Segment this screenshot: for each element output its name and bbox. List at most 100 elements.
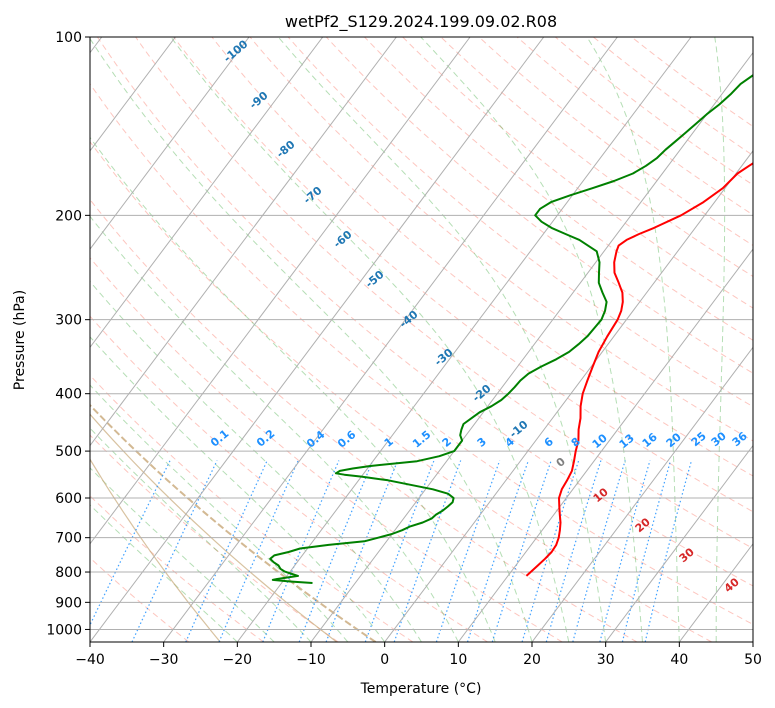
y-tick-label: 1000 <box>46 622 82 638</box>
dry-adiabat <box>90 315 488 642</box>
moist-adiabat <box>90 336 386 642</box>
dry-adiabat <box>90 257 563 642</box>
isotherm-line <box>531 346 753 642</box>
mixing-ratio-line <box>435 460 501 642</box>
y-tick-label: 400 <box>55 387 82 403</box>
moist-adiabat <box>90 215 459 642</box>
isotherm-line <box>90 37 250 250</box>
reference-arc <box>90 403 377 642</box>
plot-frame <box>89 36 754 643</box>
mixing-ratio-label: 16 <box>640 430 660 450</box>
profiles <box>269 74 753 584</box>
mixing-ratio-label: 36 <box>730 429 750 449</box>
moist-adiabat <box>586 37 680 642</box>
dewpoint-line <box>269 74 753 584</box>
mixing-ratio-line <box>325 460 399 642</box>
moist-adiabat <box>420 37 643 642</box>
mixing-ratio-label: 2 <box>440 435 454 450</box>
dry-adiabat <box>90 141 712 642</box>
dry-adiabat <box>90 83 753 625</box>
isotherm-line <box>90 37 176 152</box>
mixing-ratio-line <box>218 460 299 642</box>
dry-adiabat <box>478 37 753 247</box>
isotherm-label: -30 <box>432 346 456 369</box>
mixing-ratio-label: 10 <box>590 431 610 451</box>
moist-adiabat <box>714 37 726 642</box>
x-tick-label: −20 <box>223 652 253 668</box>
dry-adiabat <box>364 37 753 341</box>
dry-adiabat <box>173 37 753 513</box>
mixing-ratio-label: 0.1 <box>208 427 231 449</box>
dry-adiabat <box>554 37 753 186</box>
moist-adiabat-label: 20 <box>633 515 653 535</box>
y-tick-label: 500 <box>55 444 82 460</box>
isotherm-line <box>90 37 471 545</box>
chart-title: wetPf2_S129.2024.199.09.02.R08 <box>285 12 557 32</box>
y-tick-label: 600 <box>55 491 82 507</box>
mixing-ratio-line <box>599 460 651 642</box>
dry-adiabat <box>249 37 753 442</box>
moist-adiabat <box>90 467 275 642</box>
mixing-ratio-line <box>491 460 552 642</box>
reference-arc <box>90 458 221 642</box>
moist-adiabat-label: 30 <box>677 545 697 565</box>
mixing-ratio-line <box>298 460 374 642</box>
dry-adiabat <box>440 37 753 278</box>
isotherm-line <box>163 37 618 642</box>
reference-arc <box>90 413 338 642</box>
isotherm-line <box>310 51 753 642</box>
dry-adiabat <box>90 374 414 642</box>
moist-adiabat-label: 40 <box>722 575 742 595</box>
isotherm-line <box>384 150 753 642</box>
mixing-ratio-label: 0.6 <box>335 428 359 451</box>
y-tick-label: 700 <box>55 531 82 547</box>
mixing-ratio-label: 8 <box>569 435 583 450</box>
x-tick-label: 40 <box>670 652 688 668</box>
moist-adiabat <box>277 37 607 642</box>
isotherm-line <box>90 37 545 642</box>
dry-adiabat <box>90 557 190 642</box>
x-tick-label: 20 <box>523 652 541 668</box>
isotherm-label: -40 <box>397 308 421 331</box>
line-labels: -100-90-80-70-60-50-40-30-20-1000.1 0.2 0.… <box>208 37 750 595</box>
dry-adiabat <box>325 37 753 374</box>
mixing-ratio-label: 25 <box>689 429 709 449</box>
dry-adiabat <box>90 495 264 642</box>
x-tick-label: 10 <box>449 652 467 668</box>
moist-adiabat <box>170 37 570 642</box>
isotherm-line <box>236 37 692 642</box>
moist-adiabat-label: 10 <box>591 485 611 505</box>
dry-adiabat <box>516 37 753 216</box>
mixing-ratio-label: 30 <box>709 429 729 449</box>
mixing-ratio-line <box>466 460 529 642</box>
y-tick-label: 300 <box>55 313 82 329</box>
isotherm-line <box>605 444 753 642</box>
x-axis-label: Temperature (°C) <box>360 681 482 697</box>
y-axis-label: Pressure (hPa) <box>12 290 28 390</box>
isotherm-line <box>457 248 753 642</box>
isotherm-line <box>678 542 753 642</box>
mixing-ratio-line <box>262 460 340 642</box>
isotherm-label: -60 <box>331 228 355 251</box>
y-tick-label: 100 <box>55 30 82 46</box>
mixing-ratio-line <box>644 460 693 642</box>
mixing-ratio-label: 13 <box>617 431 637 451</box>
mixing-ratio-line <box>131 460 218 642</box>
isotherm-label: -70 <box>301 184 325 207</box>
x-tick-label: −40 <box>75 652 105 668</box>
isotherm-label: -10 <box>507 418 531 441</box>
moist-adiabat <box>90 504 238 642</box>
mixing-ratio-line <box>572 460 626 642</box>
mixing-ratio-line <box>521 460 580 642</box>
temperature-line <box>525 162 753 577</box>
mixing-ratio-line <box>621 460 672 642</box>
background-lines <box>90 37 753 642</box>
mixing-ratio-label: 0.4 <box>304 428 328 451</box>
moist-adiabat <box>90 37 533 642</box>
mixing-ratio-label: 3 <box>475 435 489 450</box>
isotherm-label: -80 <box>274 138 298 161</box>
x-tick-label: 0 <box>380 652 389 668</box>
axis-ticks: −40 −30 −20 −10 0 10 20 30 40 5010020030040050060… <box>46 30 762 668</box>
dry-adiabat <box>90 198 638 642</box>
